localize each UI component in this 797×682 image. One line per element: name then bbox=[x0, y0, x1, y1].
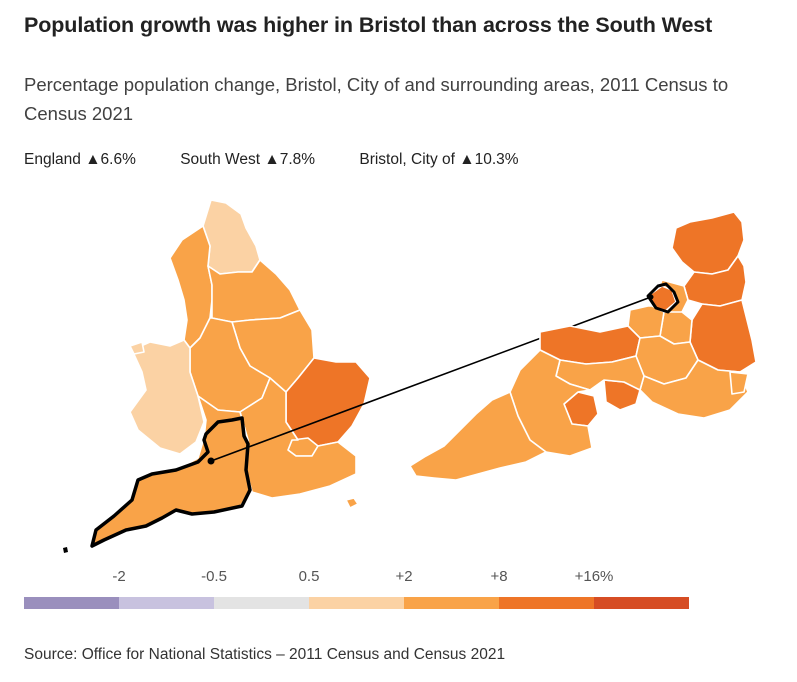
legend-swatch bbox=[309, 597, 404, 609]
legend-tick: +2 bbox=[395, 568, 413, 585]
zoom-connector-line bbox=[210, 296, 652, 462]
legend-swatch bbox=[404, 597, 499, 609]
stat-bristol: Bristol, City of ▲10.3% bbox=[359, 151, 519, 168]
south-west-detail-map bbox=[409, 211, 757, 481]
region-anglesey bbox=[129, 341, 145, 355]
region-north-east bbox=[202, 199, 261, 275]
legend-tick: +16% bbox=[574, 568, 614, 585]
legend-swatch bbox=[499, 597, 594, 609]
legend-tick: 0.5 bbox=[298, 568, 320, 585]
stat-south-west: South West ▲7.8% bbox=[180, 151, 316, 168]
england-wales-map bbox=[63, 199, 371, 553]
legend-swatch bbox=[594, 597, 689, 609]
headline-stats: England ▲6.6% South West ▲7.8% Bristol, … bbox=[24, 151, 559, 169]
bristol-outline bbox=[646, 282, 680, 314]
region-isle-of-wight bbox=[345, 497, 359, 509]
source-note: Source: Office for National Statistics –… bbox=[24, 646, 506, 663]
chart-subtitle: Percentage population change, Bristol, C… bbox=[24, 74, 729, 124]
legend-tick: +8 bbox=[490, 568, 508, 585]
legend-swatch bbox=[24, 597, 119, 609]
legend-tick-labels: -2 -0.5 0.5 +2 +8 +16% bbox=[24, 568, 784, 592]
south-west-outline bbox=[90, 416, 252, 548]
chart-title: Population growth was higher in Bristol … bbox=[24, 13, 713, 37]
area-cornwall bbox=[409, 391, 547, 481]
legend-swatch bbox=[214, 597, 309, 609]
legend-swatch bbox=[689, 597, 784, 609]
legend-swatch bbox=[119, 597, 214, 609]
region-south-east bbox=[239, 377, 357, 499]
bristol-zoom-marker bbox=[648, 294, 654, 300]
isles-of-scilly bbox=[63, 547, 68, 553]
legend-tick: -2 bbox=[112, 568, 126, 585]
area-dorset bbox=[639, 359, 749, 419]
stat-england: England ▲6.6% bbox=[24, 151, 136, 168]
choropleth-map bbox=[63, 199, 757, 553]
legend-color-scale bbox=[24, 597, 784, 609]
legend-tick: -0.5 bbox=[201, 568, 227, 585]
area-bournemouth bbox=[729, 371, 749, 395]
